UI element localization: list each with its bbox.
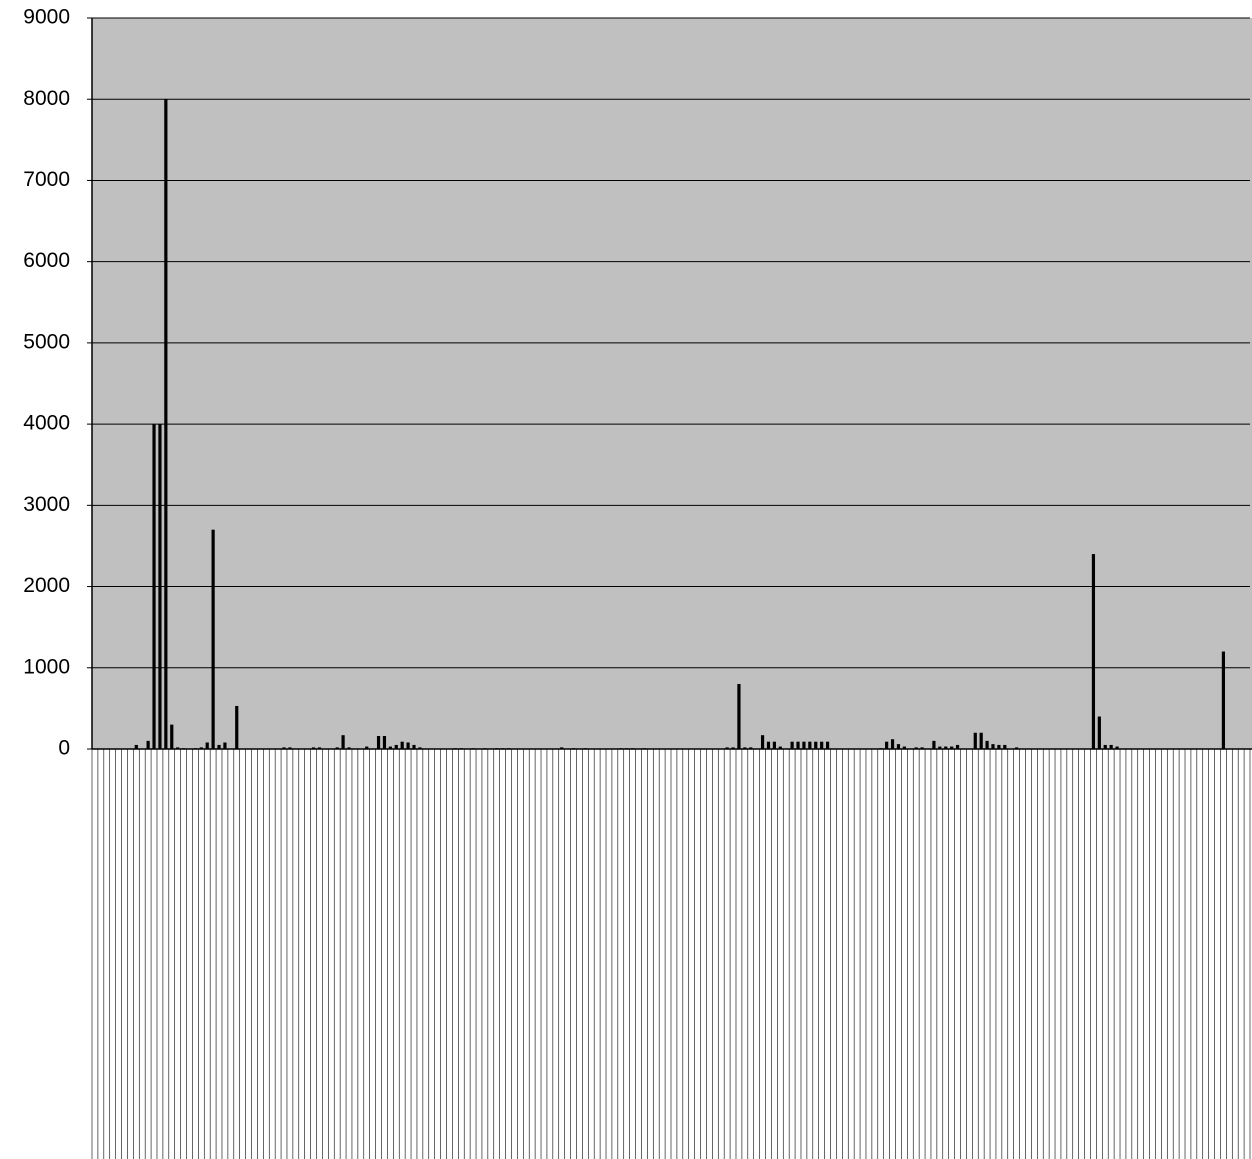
bar xyxy=(583,748,587,749)
bar xyxy=(950,746,954,749)
bar xyxy=(501,748,505,749)
bar xyxy=(400,741,404,749)
bar xyxy=(317,747,322,749)
bar xyxy=(382,736,387,749)
bar xyxy=(134,744,138,749)
bar xyxy=(808,741,812,749)
bar xyxy=(743,747,747,749)
bar xyxy=(335,747,339,749)
bar xyxy=(731,747,735,749)
y-tick-label: 7000 xyxy=(23,168,70,191)
bar xyxy=(973,732,977,749)
y-tick-label: 0 xyxy=(58,737,70,760)
bar xyxy=(625,748,629,749)
bar xyxy=(749,747,753,749)
bar xyxy=(1109,744,1113,749)
bar xyxy=(347,747,351,749)
bar xyxy=(453,748,457,749)
y-tick-label: 2000 xyxy=(23,574,70,597)
bar xyxy=(341,735,345,749)
bar xyxy=(152,424,156,749)
bar xyxy=(955,744,960,749)
bar xyxy=(199,747,203,749)
bar xyxy=(1091,554,1096,749)
bar xyxy=(820,741,824,749)
bar xyxy=(760,735,765,749)
bar xyxy=(211,529,215,749)
bar xyxy=(932,740,936,749)
bar xyxy=(944,746,948,749)
bar xyxy=(630,748,635,749)
y-tick-label: 5000 xyxy=(23,330,70,353)
bar xyxy=(1103,744,1107,749)
bar xyxy=(725,747,729,749)
bar xyxy=(235,705,239,749)
bar xyxy=(471,748,475,749)
bar xyxy=(885,741,889,749)
bar xyxy=(890,739,895,749)
bar xyxy=(796,741,800,749)
bar xyxy=(164,99,168,749)
bar xyxy=(158,424,162,749)
y-tick-label: 9000 xyxy=(23,6,70,29)
y-tick-label: 3000 xyxy=(23,493,70,516)
bar xyxy=(619,748,623,749)
bar xyxy=(790,741,794,749)
y-tick-label: 4000 xyxy=(23,412,70,435)
bar xyxy=(920,747,924,749)
bar xyxy=(193,748,197,749)
y-tick-label: 1000 xyxy=(23,655,70,678)
bar xyxy=(1221,651,1226,749)
bar xyxy=(217,744,221,749)
bar xyxy=(282,747,286,749)
bar xyxy=(146,740,150,749)
bar xyxy=(406,742,410,749)
bar xyxy=(938,746,942,749)
bar xyxy=(737,684,741,749)
bar xyxy=(772,741,776,749)
bar xyxy=(902,746,906,749)
bar xyxy=(223,742,227,749)
bar xyxy=(394,744,398,749)
bar xyxy=(1115,746,1119,749)
bar xyxy=(495,748,499,749)
bar xyxy=(459,748,463,749)
bar xyxy=(814,741,818,749)
bar xyxy=(879,748,883,749)
bar xyxy=(412,744,416,749)
bar xyxy=(365,746,369,749)
bar xyxy=(642,748,647,749)
bar xyxy=(778,746,782,749)
bar xyxy=(418,747,422,749)
bar xyxy=(560,747,564,749)
bar xyxy=(506,748,511,749)
bar xyxy=(802,741,806,749)
bar xyxy=(1015,747,1019,749)
bar xyxy=(181,748,186,749)
bar xyxy=(376,736,381,749)
bar xyxy=(991,744,995,749)
y-tick-label: 6000 xyxy=(23,249,70,272)
bar xyxy=(483,748,487,749)
bar xyxy=(997,744,1001,749)
bar xyxy=(896,744,901,749)
bar xyxy=(979,732,983,749)
bar xyxy=(170,724,174,749)
y-tick-label: 8000 xyxy=(23,87,70,110)
bar xyxy=(825,741,830,749)
bar xyxy=(985,740,989,749)
bar xyxy=(914,747,918,749)
plot-area xyxy=(92,18,1252,749)
bar xyxy=(205,742,209,749)
bar xyxy=(311,747,316,749)
bar xyxy=(766,741,771,749)
bar xyxy=(388,746,392,749)
bar xyxy=(1097,716,1101,749)
bar xyxy=(288,747,292,749)
bar xyxy=(1003,744,1007,749)
bar xyxy=(176,747,180,749)
bar xyxy=(571,748,576,749)
